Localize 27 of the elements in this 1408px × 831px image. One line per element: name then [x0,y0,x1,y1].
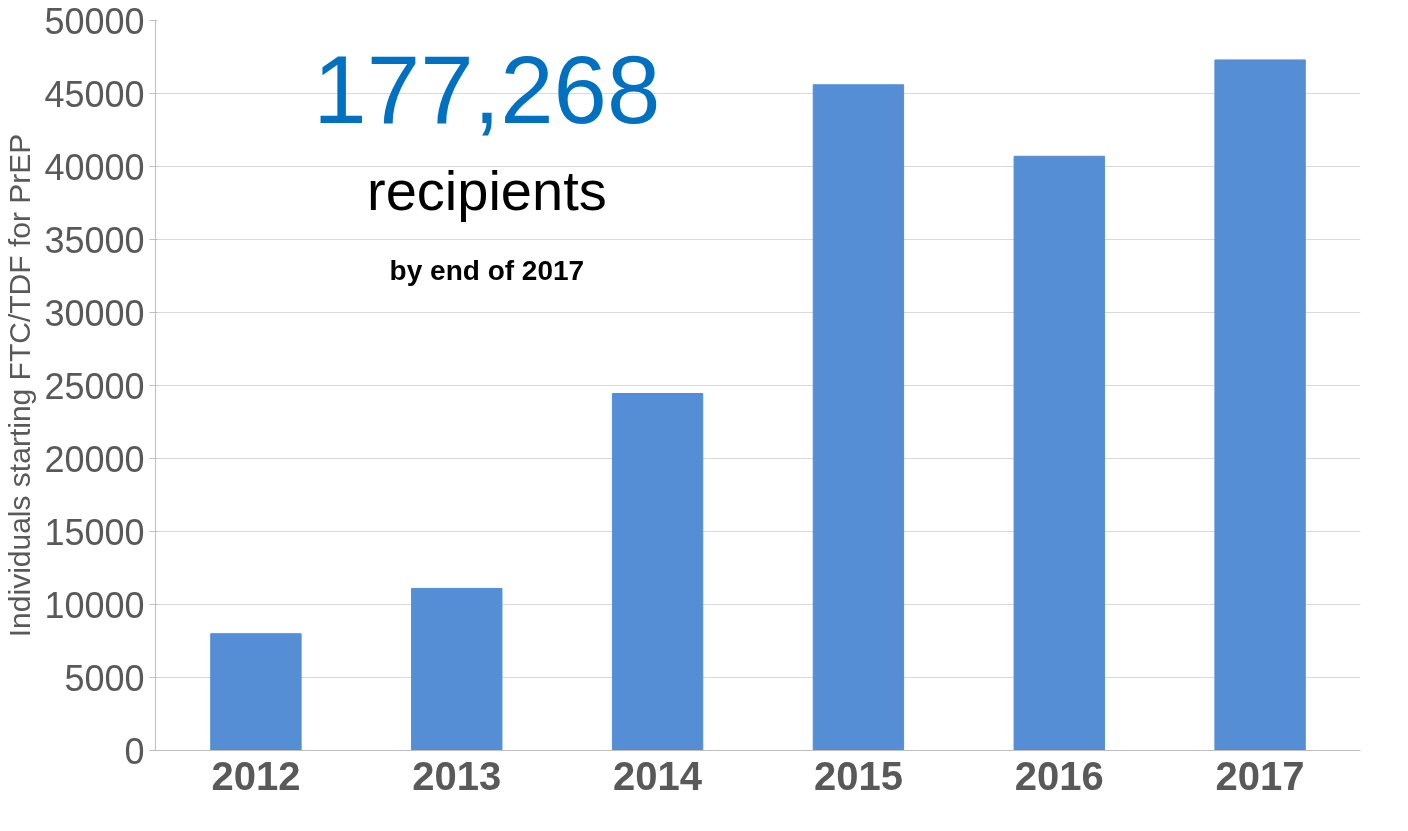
bar [611,393,704,751]
y-tick-label: 25000 [44,365,145,407]
y-tick-label: 10000 [44,584,145,626]
y-tick-label: 15000 [44,511,145,553]
y-tick-label: 50000 [44,0,145,42]
x-tick-label: 2015 [813,753,903,798]
x-tick-label: 2014 [613,753,703,798]
x-tick-label: 2012 [211,753,301,798]
bar [1013,155,1105,751]
y-tick-label: 45000 [44,73,145,115]
annotation: recipients [367,158,607,222]
y-axis-title: Individuals starting FTC/TDF for PrEP [3,133,37,638]
x-tick-label: 2017 [1215,753,1305,798]
bar [812,84,905,751]
annotation: 177,268 [313,35,661,143]
y-tick-label: 0 [124,730,145,772]
y-tick-label: 30000 [44,292,145,334]
y-tick-label: 40000 [44,146,145,188]
bar [1214,59,1306,751]
bar [210,633,302,751]
y-tick-label: 5000 [64,657,145,699]
x-tick-label: 2016 [1014,753,1104,798]
annotation: by end of 2017 [389,255,585,287]
y-tick-label: 20000 [44,438,145,480]
y-tick-label: 35000 [44,219,145,261]
bar [411,587,503,751]
x-tick-label: 2013 [412,753,502,798]
